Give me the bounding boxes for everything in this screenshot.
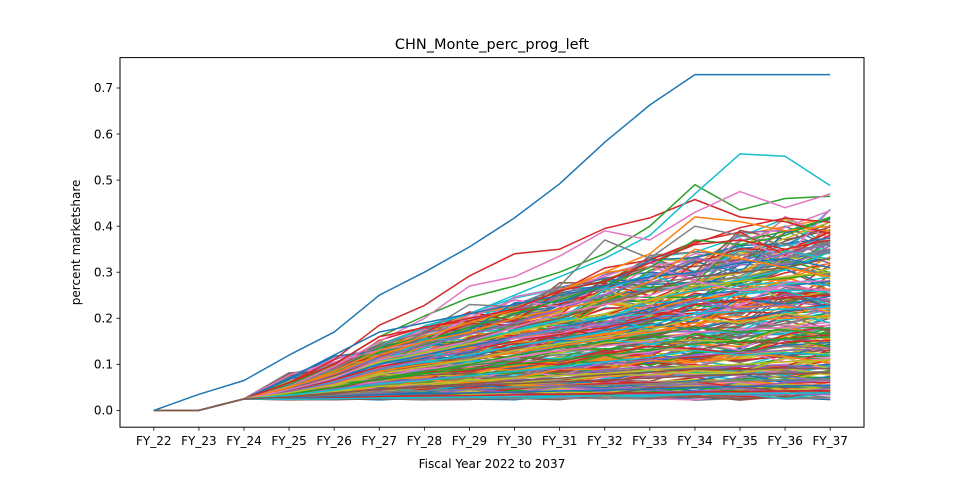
x-tick-label: FY_37 bbox=[812, 434, 848, 448]
y-tick-label: 0.7 bbox=[94, 81, 113, 95]
y-tick-label: 0.2 bbox=[94, 311, 113, 325]
y-tick-label: 0.4 bbox=[94, 219, 113, 233]
x-tick-label: FY_32 bbox=[587, 434, 623, 448]
x-tick-label: FY_22 bbox=[136, 434, 172, 448]
y-tick-label: 0.3 bbox=[94, 265, 113, 279]
series-lines bbox=[153, 73, 831, 412]
x-tick-label: FY_23 bbox=[181, 434, 217, 448]
series-line bbox=[153, 239, 831, 412]
y-tick-label: 0.5 bbox=[94, 173, 113, 187]
series-line bbox=[153, 280, 831, 412]
x-tick-label: FY_30 bbox=[497, 434, 533, 448]
series-line bbox=[153, 392, 831, 412]
x-tick-label: FY_36 bbox=[767, 434, 803, 448]
x-tick-label: FY_25 bbox=[271, 434, 307, 448]
x-axis: FY_22 FY_23 FY_24 FY_25 FY_26 FY_27 FY_28 FY_29… bbox=[136, 427, 848, 448]
x-tick-label: FY_24 bbox=[226, 434, 262, 448]
x-tick-label: FY_34 bbox=[677, 434, 713, 448]
x-axis-label: Fiscal Year 2022 to 2037 bbox=[419, 457, 566, 471]
x-tick-label: FY_35 bbox=[722, 434, 758, 448]
x-tick-label: FY_31 bbox=[542, 434, 578, 448]
plot-frame bbox=[119, 57, 865, 428]
y-tick-label: 0.1 bbox=[94, 358, 113, 372]
series-line bbox=[153, 349, 831, 412]
x-tick-label: FY_28 bbox=[407, 434, 443, 448]
x-tick-label: FY_27 bbox=[362, 434, 398, 448]
x-tick-label: FY_26 bbox=[316, 434, 352, 448]
series-line bbox=[153, 367, 831, 412]
y-axis: 0.0 0.1 0.2 0.3 0.4 0.5 0.6 0.7 bbox=[94, 81, 120, 418]
y-tick-label: 0.0 bbox=[94, 404, 113, 418]
series-line bbox=[153, 248, 831, 412]
chart-title: CHN_Monte_perc_prog_left bbox=[395, 37, 590, 53]
series-line bbox=[153, 73, 831, 412]
y-tick-label: 0.6 bbox=[94, 127, 113, 141]
x-tick-label: FY_29 bbox=[452, 434, 488, 448]
series-line bbox=[153, 312, 831, 412]
y-axis-label: percent marketshare bbox=[69, 180, 83, 306]
series-line bbox=[153, 257, 831, 412]
x-tick-label: FY_33 bbox=[632, 434, 668, 448]
